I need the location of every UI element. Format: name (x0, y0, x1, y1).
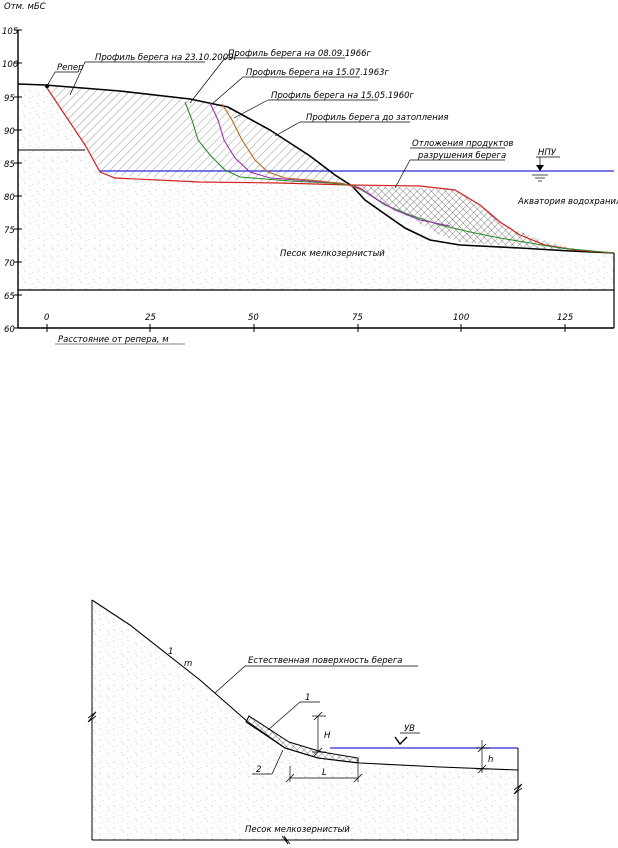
L-dimension: L (285, 764, 363, 783)
item-1-label: 1 (305, 693, 310, 703)
profile-1960 (221, 103, 363, 191)
natural-surface-label: Естественная поверхность берега (248, 656, 403, 666)
sand-label: Песок мелкозернистый (280, 249, 385, 259)
y-tick-label: 90 (4, 127, 15, 137)
y-tick-label: 80 (4, 193, 15, 203)
bottom-ground-fill (92, 600, 518, 840)
profile-1963 (209, 102, 451, 227)
y-tick-label: 60 (4, 325, 15, 335)
profile-1966 (184, 101, 615, 254)
x-ticks: 0 25 50 75 100 125 (44, 313, 573, 332)
y-tick-label: 75 (4, 226, 15, 236)
deposits-label-2: разрушения берега (417, 151, 506, 161)
y-tick-label: 105 (2, 27, 18, 37)
x-tick-label: 50 (248, 313, 259, 323)
x-tick-label: 100 (453, 313, 469, 323)
ground-fill (18, 84, 614, 290)
item-1-leader (267, 701, 301, 731)
natural-surface-leader (214, 665, 246, 694)
H-label: H (324, 731, 331, 741)
left-break-mark (87, 711, 97, 723)
bottom-break-mark (281, 835, 291, 845)
L-label: L (322, 768, 327, 778)
deposits-zone (350, 185, 614, 253)
y-tick-label: 100 (2, 60, 18, 70)
uv-label: УВ (404, 724, 415, 734)
deposits-leader (394, 159, 411, 189)
profile-1963-leader (211, 76, 244, 105)
bottom-sand-label: Песок мелкозернистый (245, 825, 350, 835)
x-tick-label: 25 (145, 313, 156, 323)
profile-2009 (44, 84, 615, 254)
h-dimension: h (476, 740, 493, 774)
x-axis-title: Расстояние от репера, м (58, 335, 169, 345)
h-label: h (488, 755, 493, 765)
uv-water-symbol: УВ (394, 724, 420, 746)
y-axis-title: Отм. мБС (4, 2, 46, 12)
eroded-zone (45, 85, 350, 185)
profile-1960-leader (233, 99, 269, 119)
protection-layer (245, 715, 359, 764)
aquatory-label: Акватория водохранилища (517, 197, 618, 207)
y-tick-label: 85 (4, 160, 15, 170)
y-ticks: 105 100 95 90 85 80 75 70 65 60 (2, 27, 22, 335)
profile-1963-label: Профиль берега на 15.07.1963г (246, 68, 390, 78)
npu-water-symbol: НПУ (532, 148, 560, 182)
top-figure: Отм. мБС 105 100 95 90 85 (2, 2, 618, 345)
reper-point (45, 84, 49, 88)
profile-1960-label: Профиль берега на 15.05.1960г (271, 91, 415, 101)
y-tick-label: 70 (4, 259, 15, 269)
right-break-mark (513, 783, 523, 795)
profile-1966-leader (189, 57, 226, 104)
profile-2009-leader (69, 61, 86, 96)
y-tick-label: 65 (4, 292, 15, 302)
slope-m-label: m (184, 659, 192, 669)
item-2-leader (271, 749, 284, 775)
profile-2009-label: Профиль берега на 23.10.2009г (95, 53, 239, 63)
profile-before-leader (274, 121, 301, 137)
deposits-label-1: Отложения продуктов (412, 139, 513, 149)
x-tick-label: 0 (44, 313, 49, 323)
npu-label: НПУ (538, 148, 557, 158)
x-tick-label: 75 (352, 313, 363, 323)
profile-1966-label: Профиль берега на 08.09.1966г (228, 49, 372, 59)
bottom-figure: 1 m Естественная поверхность берега 1 2 … (87, 599, 523, 845)
profile-before-label: Профиль берега до затопления (306, 113, 448, 123)
reper-label: Репер (57, 63, 84, 73)
H-dimension: H (312, 711, 331, 757)
item-2-label: 2 (256, 765, 261, 775)
slope-one-label: 1 (168, 647, 173, 657)
reper-leader (46, 71, 56, 87)
x-tick-label: 125 (557, 313, 573, 323)
y-tick-label: 95 (4, 94, 15, 104)
